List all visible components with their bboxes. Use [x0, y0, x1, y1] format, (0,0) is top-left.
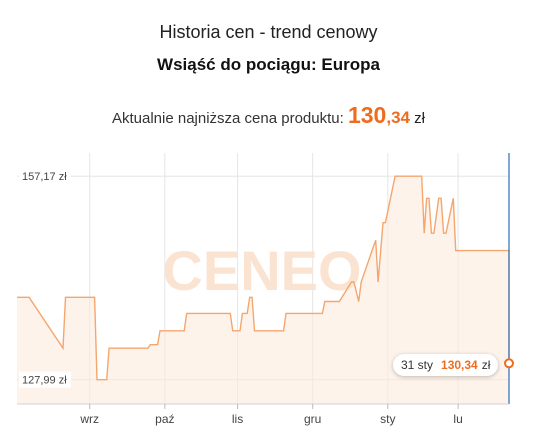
y-tick-label: 127,99 zł — [22, 375, 67, 387]
lowest-price-currency: zł — [414, 110, 425, 127]
ceneo-watermark: CENEO — [162, 239, 361, 302]
price-area-fill — [17, 176, 509, 404]
x-tick-label: lu — [453, 412, 462, 426]
x-tick-label: lis — [232, 412, 243, 426]
x-tick-label: gru — [304, 412, 321, 426]
tooltip-currency: zł — [481, 358, 491, 372]
x-tick-label: wrz — [79, 412, 99, 426]
lowest-price-decimal: ,34 — [386, 108, 410, 127]
lowest-price-line: Aktualnie najniższa cena produktu: 130,3… — [0, 102, 537, 129]
price-line — [17, 175, 510, 381]
y-tick-label-bg — [19, 371, 71, 388]
current-price-marker[interactable] — [504, 358, 514, 369]
price-tooltip: 31 sty 130,34 zł — [393, 354, 499, 376]
x-tick-label: paź — [155, 412, 174, 426]
tooltip-price: 130,34 — [441, 358, 478, 372]
lowest-price-integer: 130 — [347, 102, 387, 128]
x-axis-ticks: wrz paź lis gru sty lu — [79, 404, 463, 426]
y-tick-label: 157,17 zł — [22, 171, 67, 183]
y-axis-ticks: 157,17 zł 127,99 zł — [19, 168, 71, 388]
y-tick-label-bg — [19, 168, 71, 185]
tooltip-date: 31 sty — [401, 358, 434, 372]
product-name: Wsiąść do pociągu: Europa — [157, 55, 380, 74]
chart-title: Historia cen - trend cenowy — [159, 22, 378, 42]
lowest-price-label: Aktualnie najniższa cena produktu: — [111, 110, 344, 127]
x-tick-label: sty — [380, 412, 395, 426]
